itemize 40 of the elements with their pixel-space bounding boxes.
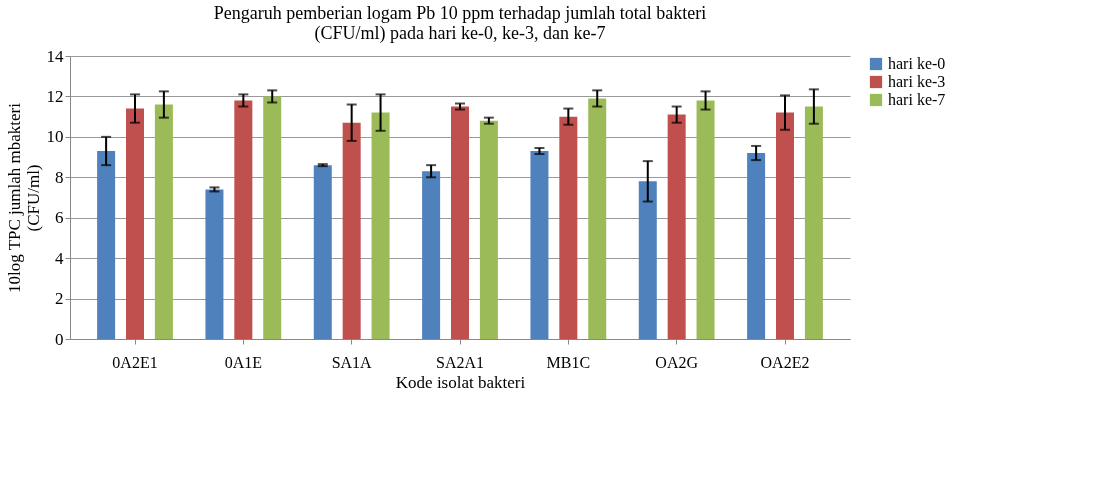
x-tick-label: 0A1E — [224, 353, 262, 371]
bar — [154, 104, 173, 339]
legend-label: hari ke-0 — [888, 55, 946, 72]
text: (CFU/ml) pada hari ke-0, ke-3, dan ke-7 — [314, 23, 606, 43]
x-tick-label: 0A2E1 — [112, 353, 158, 371]
bar — [126, 108, 144, 339]
x-tick-label: OA2E2 — [760, 353, 810, 371]
y-tick-label: 14 — [46, 46, 64, 66]
bar — [588, 98, 607, 339]
bar — [747, 153, 766, 339]
bar — [313, 165, 332, 339]
text: 10log TPC jumlah mbakteri — [4, 103, 24, 293]
y-tick-label: 10 — [46, 127, 64, 147]
bar — [97, 151, 116, 339]
bar — [696, 100, 715, 339]
y-tick-label: 12 — [46, 86, 64, 106]
y-tick-label: 2 — [55, 289, 64, 309]
y-tick-label: 6 — [55, 208, 64, 228]
bar — [559, 116, 578, 339]
text: (CFU/ml) — [23, 164, 43, 232]
bar — [422, 171, 441, 339]
legend-label: hari ke-7 — [888, 91, 946, 108]
bar — [667, 114, 686, 339]
bar — [263, 96, 282, 339]
text: Pengaruh pemberian logam Pb 10 ppm terhadap jumlah total bakteri — [213, 3, 707, 23]
bar — [638, 181, 657, 339]
y-tick-label: 0 — [55, 329, 64, 349]
bar — [342, 122, 361, 339]
legend-label: hari ke-3 — [888, 73, 946, 90]
y-tick-label: 8 — [55, 167, 64, 187]
bar — [371, 112, 390, 339]
x-tick-label: SA2A1 — [435, 353, 485, 371]
x-tick-label: OA2G — [655, 353, 699, 371]
x-axis-title: Kode isolat bakteri — [395, 372, 526, 392]
bar — [234, 100, 253, 339]
bar — [804, 106, 823, 339]
x-tick-label: SA1A — [331, 353, 373, 371]
y-tick-label: 4 — [55, 248, 64, 268]
bar — [776, 112, 794, 339]
x-tick-label: MB1C — [546, 353, 591, 371]
